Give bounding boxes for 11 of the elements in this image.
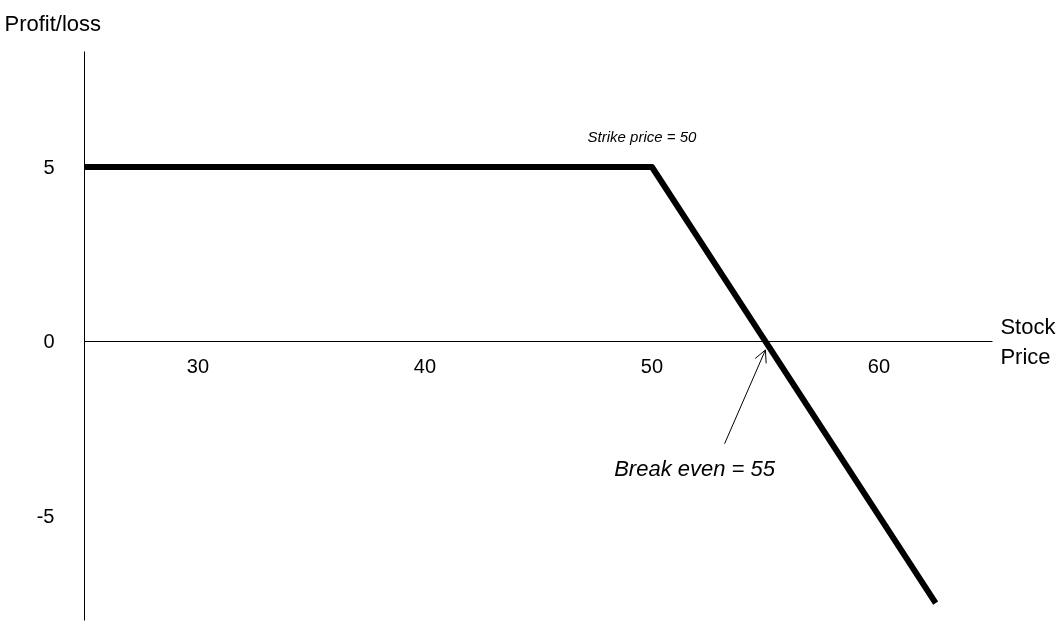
x-tick-label: 40 [413,355,437,378]
annotation: Strike price = 50 [587,127,697,145]
y-tick-label: -5 [36,504,55,527]
x-tick-label: 50 [640,355,664,378]
y-axis-title: Profit/loss [4,10,102,36]
annotation: Break even = 55 [614,455,776,481]
y-tick-label: 0 [43,330,55,353]
x-axis-title: Stock Price [1000,313,1057,369]
x-tick-label: 30 [186,355,210,378]
y-tick-label: 5 [43,155,55,178]
x-tick-label: 60 [867,355,891,378]
